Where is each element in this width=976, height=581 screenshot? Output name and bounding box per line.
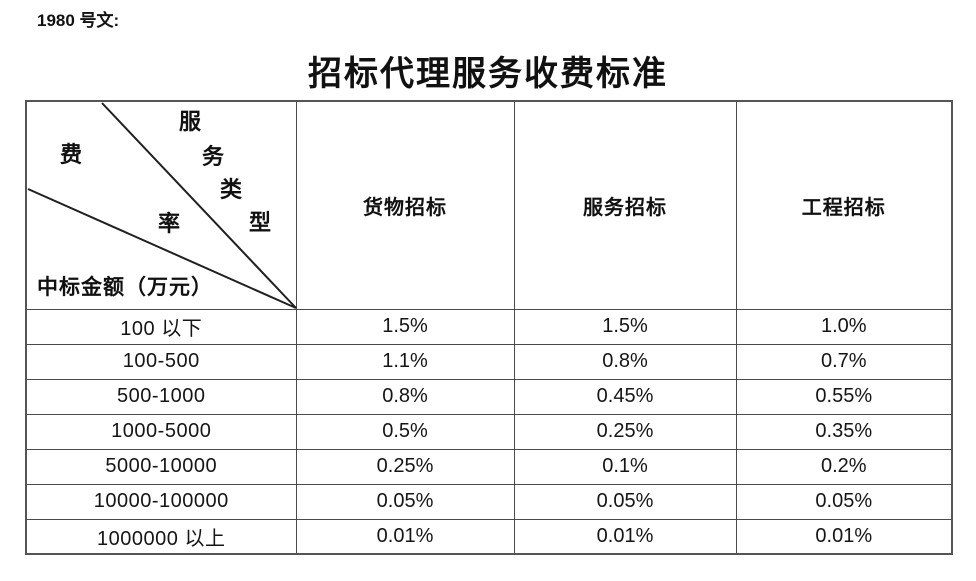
bid-amount-cell: 100 以下 xyxy=(25,308,297,345)
fee-standard-table: 服 务 类 型 费 率 中标金额（万元） 货物招标 服务招标 工程招标 100 … xyxy=(25,100,953,555)
corner-label-service-type-char: 务 xyxy=(201,144,225,169)
rate-cell: 0.7% xyxy=(735,343,953,380)
rate-cell: 0.55% xyxy=(735,378,953,415)
corner-label-fee-rate-char: 率 xyxy=(157,211,181,236)
column-header-works-bidding: 工程招标 xyxy=(735,100,953,310)
rate-cell: 0.05% xyxy=(735,483,953,520)
rate-cell: 1.0% xyxy=(735,308,953,345)
rate-cell: 0.05% xyxy=(513,483,737,520)
rate-cell: 0.01% xyxy=(513,518,737,555)
rate-cell: 0.8% xyxy=(295,378,515,415)
table-row: 1000000 以上 0.01% 0.01% 0.01% xyxy=(25,518,953,555)
corner-label-fee-rate-char: 费 xyxy=(59,142,83,167)
rate-cell: 0.8% xyxy=(513,343,737,380)
diagonal-lines xyxy=(27,102,297,309)
rate-cell: 0.25% xyxy=(513,413,737,450)
rate-cell: 0.45% xyxy=(513,378,737,415)
diagonal-header-cell: 服 务 类 型 费 率 中标金额（万元） xyxy=(25,100,297,310)
rate-cell: 0.01% xyxy=(735,518,953,555)
rate-cell: 0.2% xyxy=(735,448,953,485)
rate-cell: 0.5% xyxy=(295,413,515,450)
bid-amount-cell: 10000-100000 xyxy=(25,483,297,520)
rate-cell: 0.25% xyxy=(295,448,515,485)
column-header-goods-bidding: 货物招标 xyxy=(295,100,515,310)
bid-amount-cell: 5000-10000 xyxy=(25,448,297,485)
rate-cell: 1.1% xyxy=(295,343,515,380)
page-title: 招标代理服务收费标准 xyxy=(308,56,668,93)
table-row: 100-500 1.1% 0.8% 0.7% xyxy=(25,343,953,380)
header-row: 服 务 类 型 费 率 中标金额（万元） 货物招标 服务招标 工程招标 xyxy=(25,100,953,310)
bid-amount-cell: 1000000 以上 xyxy=(25,518,297,555)
corner-label-service-type-char: 类 xyxy=(219,177,243,202)
rate-cell: 1.5% xyxy=(513,308,737,345)
table-row: 500-1000 0.8% 0.45% 0.55% xyxy=(25,378,953,415)
table-row: 1000-5000 0.5% 0.25% 0.35% xyxy=(25,413,953,450)
rate-cell: 1.5% xyxy=(295,308,515,345)
bid-amount-cell: 100-500 xyxy=(25,343,297,380)
corner-label-bid-amount: 中标金额（万元） xyxy=(37,274,213,299)
bid-amount-cell: 1000-5000 xyxy=(25,413,297,450)
column-header-service-bidding: 服务招标 xyxy=(513,100,737,310)
rate-cell: 0.01% xyxy=(295,518,515,555)
corner-label-service-type-char: 服 xyxy=(178,109,202,134)
diagonal-line-upper xyxy=(101,102,297,309)
table-row: 100 以下 1.5% 1.5% 1.0% xyxy=(25,308,953,345)
table-row: 10000-100000 0.05% 0.05% 0.05% xyxy=(25,483,953,520)
diagonal-line-lower xyxy=(27,188,297,309)
rate-cell: 0.35% xyxy=(735,413,953,450)
rate-cell: 0.05% xyxy=(295,483,515,520)
document-number: 1980 号文: xyxy=(37,11,120,30)
corner-label-service-type-char: 型 xyxy=(248,210,272,235)
bid-amount-cell: 500-1000 xyxy=(25,378,297,415)
rate-cell: 0.1% xyxy=(513,448,737,485)
table-row: 5000-10000 0.25% 0.1% 0.2% xyxy=(25,448,953,485)
